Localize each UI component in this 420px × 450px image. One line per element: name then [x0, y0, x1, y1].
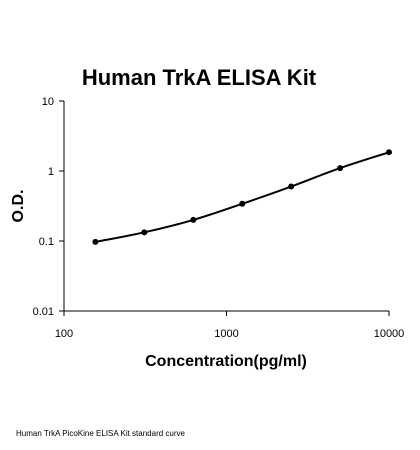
x-axis-title: Concentration(pg/ml) — [145, 353, 307, 370]
x-tick-label: 1000 — [214, 328, 238, 340]
series-layer — [92, 149, 392, 245]
data-point — [386, 149, 392, 156]
y-axis-title: O.D. — [10, 190, 27, 223]
data-point — [288, 183, 295, 190]
y-tick-label: 10 — [42, 96, 54, 108]
chart-title: Human TrkA ELISA Kit — [82, 65, 317, 90]
data-point — [92, 238, 99, 245]
y-axis-ticks: 0.01 0.1 1 10 — [33, 96, 64, 318]
y-tick-label: 0.01 — [33, 306, 54, 318]
figure-caption: Human TrkA PicoKine ELISA Kit standard c… — [16, 429, 185, 438]
x-tick-label: 100 — [55, 328, 73, 340]
data-point — [190, 216, 197, 223]
y-tick-label: 1 — [48, 166, 54, 178]
series-line — [95, 151, 390, 243]
x-axis-ticks: 100 1000 10000 — [55, 311, 404, 340]
data-point — [337, 165, 344, 172]
data-point — [141, 229, 148, 236]
x-tick-label: 10000 — [374, 328, 405, 340]
data-point — [239, 200, 246, 207]
y-tick-label: 0.1 — [39, 236, 54, 248]
